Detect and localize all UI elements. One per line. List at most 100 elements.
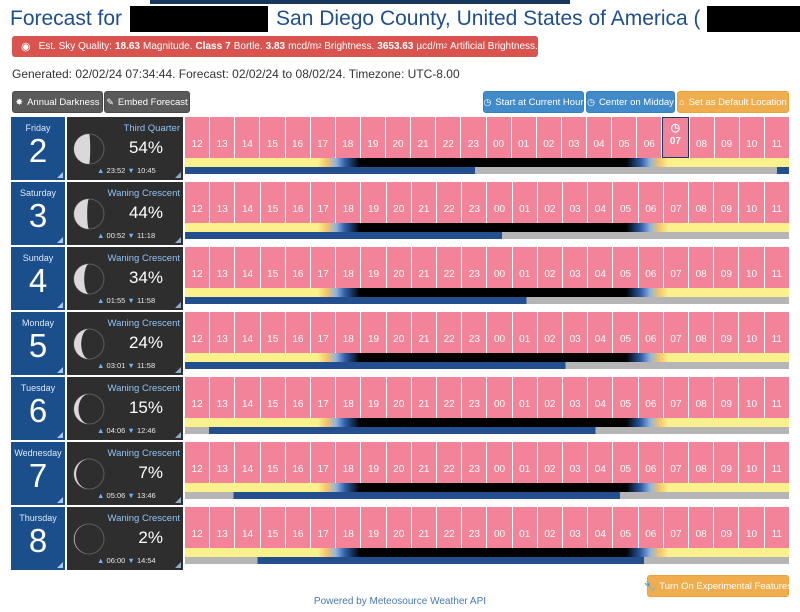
hour-cell[interactable]: 00 — [487, 182, 512, 223]
hour-cell[interactable]: 11 — [764, 247, 789, 288]
hour-cell[interactable]: 09 — [714, 312, 739, 353]
hour-cell[interactable]: 02 — [537, 247, 563, 288]
hour-cell[interactable]: 18 — [335, 117, 360, 158]
hour-cell[interactable]: 13 — [210, 377, 235, 418]
hour-cell[interactable]: 16 — [285, 442, 311, 483]
moon-box[interactable]: Waning Crescent 2% ▲ 06:00 ▼ 14:54 — [67, 507, 183, 570]
hour-cell[interactable]: 00 — [487, 247, 512, 288]
hour-cell[interactable]: 13 — [210, 442, 235, 483]
powered-by-link[interactable]: Powered by Meteosource Weather API — [313, 596, 487, 607]
hour-cell[interactable]: 03 — [563, 182, 588, 223]
hour-cell[interactable]: 08 — [689, 442, 714, 483]
hour-cell[interactable]: 11 — [764, 507, 789, 548]
hour-cell[interactable]: 16 — [285, 507, 311, 548]
annual-darkness-button[interactable]: ✸ Annual Darkness — [12, 91, 103, 113]
hour-cell[interactable]: 05 — [613, 182, 638, 223]
hour-cell[interactable]: 11 — [764, 182, 789, 223]
hour-cell[interactable]: 23 — [462, 442, 487, 483]
hour-cell[interactable]: 03 — [563, 377, 588, 418]
hour-cell[interactable]: 22 — [437, 377, 462, 418]
hour-cell[interactable]: 20 — [386, 182, 411, 223]
hour-cell[interactable]: 22 — [437, 442, 462, 483]
experimental-features-button[interactable]: 🔧 Turn On Experimental Features — [644, 575, 792, 597]
hour-cell[interactable]: 20 — [386, 312, 411, 353]
hour-cell[interactable]: 19 — [361, 247, 386, 288]
hour-cell[interactable]: 03 — [561, 117, 586, 158]
hour-cell[interactable]: 05 — [613, 507, 638, 548]
hour-cell[interactable]: 14 — [235, 377, 260, 418]
hour-cell[interactable]: 00 — [487, 312, 512, 353]
hour-cell[interactable]: 11 — [764, 312, 789, 353]
hour-cell[interactable]: 16 — [285, 312, 311, 353]
hour-cell[interactable]: 10 — [739, 117, 764, 158]
hour-cell[interactable]: 22 — [437, 507, 462, 548]
moon-box[interactable]: Third Quarter 54% ▲ 23:52 ▼ 10:45 — [67, 117, 183, 180]
hour-cell[interactable]: 14 — [235, 182, 260, 223]
moon-box[interactable]: Waning Crescent 24% ▲ 03:01 ▼ 11:58 — [67, 312, 183, 375]
hour-cell[interactable]: 00 — [486, 117, 511, 158]
hour-cell[interactable]: 01 — [512, 507, 537, 548]
day-box[interactable]: Thursday 8 — [11, 507, 65, 570]
moon-box[interactable]: Waning Crescent 15% ▲ 04:06 ▼ 12:46 — [67, 377, 183, 440]
hour-cell[interactable]: 18 — [336, 442, 361, 483]
hour-cell[interactable]: 18 — [336, 182, 361, 223]
hour-cell[interactable]: 13 — [210, 182, 235, 223]
day-box[interactable]: Wednesday 7 — [11, 442, 65, 505]
moon-box[interactable]: Waning Crescent 44% ▲ 00:52 ▼ 11:18 — [67, 182, 183, 245]
hour-cell[interactable]: 16 — [285, 117, 310, 158]
hour-cell[interactable]: 22 — [437, 312, 462, 353]
day-box[interactable]: Friday 2 — [11, 117, 65, 180]
hour-cell[interactable]: 09 — [714, 507, 739, 548]
day-box[interactable]: Saturday 3 — [11, 182, 65, 245]
hour-cell[interactable]: 11 — [764, 442, 789, 483]
hour-cell[interactable]: 04 — [588, 507, 613, 548]
hour-cell[interactable]: 14 — [235, 442, 260, 483]
hour-cell[interactable]: 10 — [739, 507, 764, 548]
hour-cell[interactable]: 23 — [462, 182, 487, 223]
hour-cell[interactable]: 21 — [411, 442, 437, 483]
hour-cell[interactable]: 13 — [210, 507, 235, 548]
hour-cell[interactable]: 02 — [537, 312, 563, 353]
hour-cell[interactable]: 12 — [185, 442, 210, 483]
hour-cell[interactable]: 10 — [739, 247, 764, 288]
moon-box[interactable]: Waning Crescent 7% ▲ 05:06 ▼ 13:46 — [67, 442, 183, 505]
hour-cell[interactable]: 08 — [689, 117, 714, 158]
hour-cell[interactable]: 21 — [411, 182, 437, 223]
hour-cell[interactable]: 21 — [411, 247, 437, 288]
hour-cell[interactable]: 04 — [588, 442, 613, 483]
hour-cell[interactable]: 22 — [437, 247, 462, 288]
hour-cell[interactable]: 10 — [739, 182, 764, 223]
hour-cell[interactable]: 04 — [588, 247, 613, 288]
hour-cell[interactable]: 00 — [487, 442, 512, 483]
hour-cell[interactable]: 03 — [563, 507, 588, 548]
hour-cell[interactable]: 04 — [588, 182, 613, 223]
hour-cell[interactable]: 10 — [739, 377, 764, 418]
hour-cell[interactable]: 15 — [260, 247, 285, 288]
hour-cell[interactable]: 15 — [260, 377, 285, 418]
hour-cell[interactable]: 04 — [588, 312, 613, 353]
hour-cell[interactable]: 01 — [512, 312, 537, 353]
hour-cell[interactable]: 18 — [336, 507, 361, 548]
hour-cell[interactable]: 19 — [361, 182, 386, 223]
moon-box[interactable]: Waning Crescent 34% ▲ 01:55 ▼ 11:58 — [67, 247, 183, 310]
hour-cell[interactable]: 15 — [260, 507, 285, 548]
hour-cell[interactable]: 01 — [512, 182, 537, 223]
hour-cell[interactable]: 21 — [411, 312, 437, 353]
hour-cell[interactable]: 01 — [512, 442, 537, 483]
hour-cell[interactable]: 20 — [386, 117, 411, 158]
hour-cell[interactable]: 05 — [613, 377, 638, 418]
day-box[interactable]: Sunday 4 — [11, 247, 65, 310]
hour-cell[interactable]: 00 — [487, 377, 512, 418]
hour-cell[interactable]: 15 — [260, 442, 285, 483]
day-box[interactable]: Tuesday 6 — [11, 377, 65, 440]
hour-cell[interactable]: 17 — [311, 247, 336, 288]
hour-cell[interactable]: 14 — [235, 312, 260, 353]
hour-cell[interactable]: 16 — [285, 182, 311, 223]
hour-cell[interactable]: 14 — [235, 117, 260, 158]
hour-cell[interactable]: 12 — [185, 117, 210, 158]
hour-cell[interactable]: 10 — [739, 442, 764, 483]
hour-cell[interactable]: 12 — [185, 312, 210, 353]
hour-cell[interactable]: 14 — [235, 247, 260, 288]
center-midday-button[interactable]: ◷ Center on Midday — [586, 91, 675, 113]
hour-cell[interactable]: 15 — [260, 117, 285, 158]
